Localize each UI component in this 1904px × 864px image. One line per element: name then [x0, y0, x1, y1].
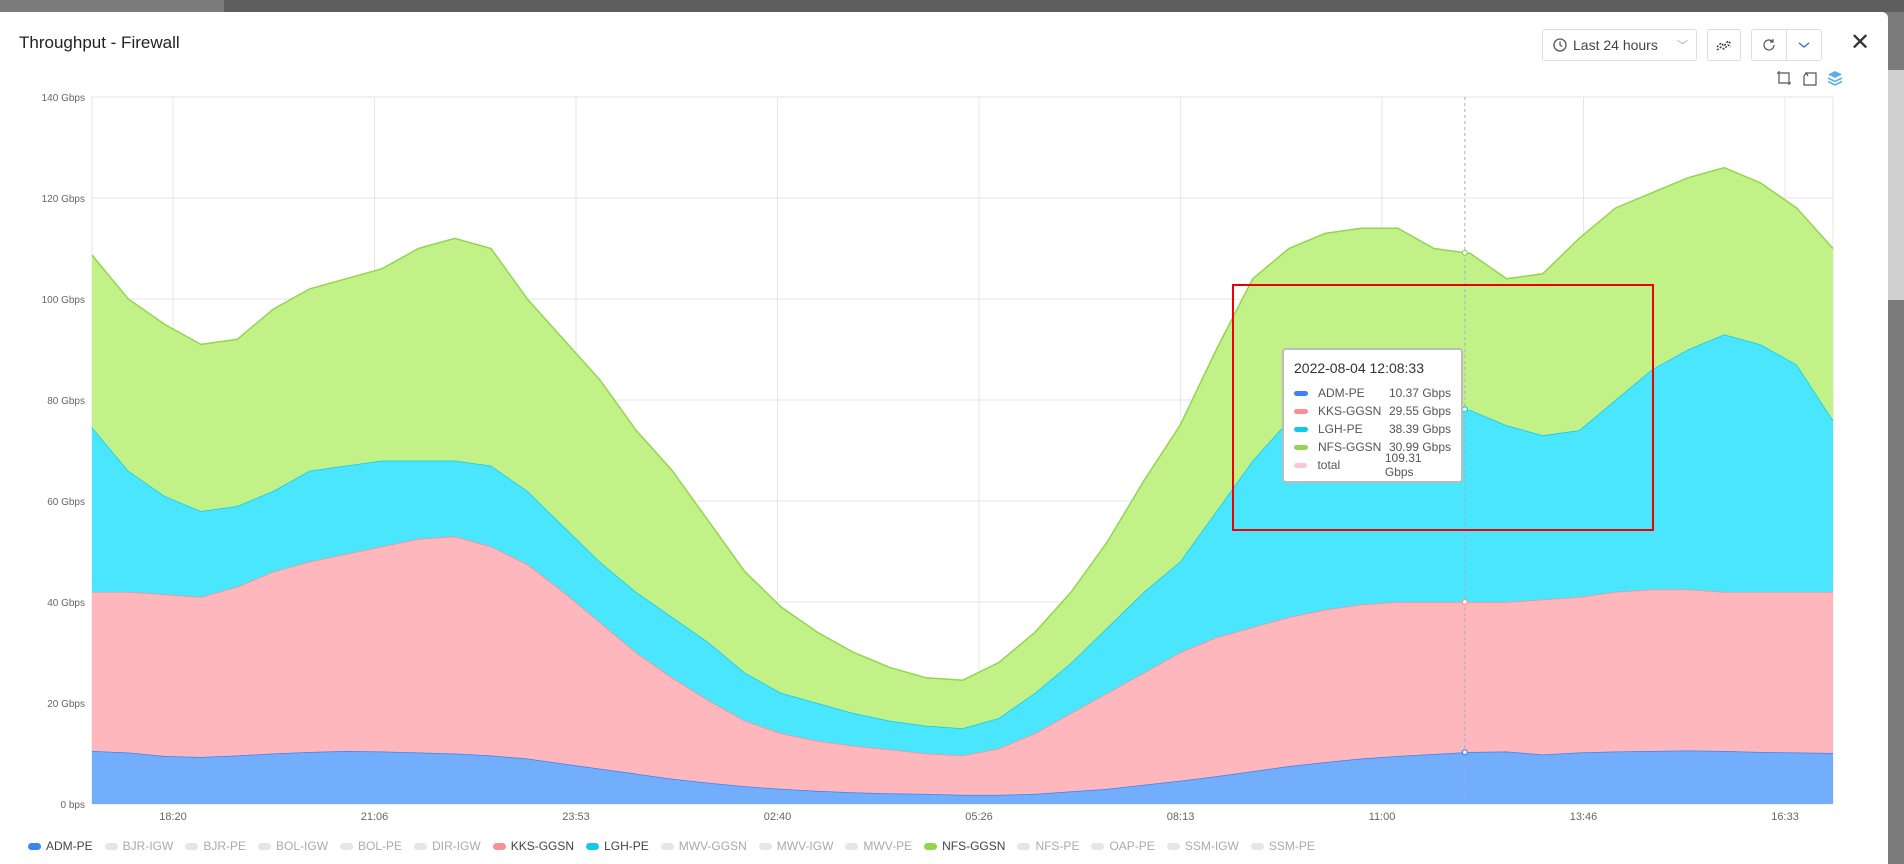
legend-swatch	[340, 842, 354, 850]
legend-label: ADM-PE	[46, 839, 93, 853]
legend-swatch	[758, 842, 772, 850]
legend-label: SSM-IGW	[1184, 839, 1239, 853]
modal-title: Throughput - Firewall	[19, 33, 180, 52]
legend-item[interactable]: KKS-GGSN	[492, 839, 575, 853]
legend-swatch	[586, 842, 600, 850]
tooltip-series-name: NFS-GGSN	[1318, 440, 1382, 454]
time-range-select[interactable]: Last 24 hours ﹀	[1542, 29, 1697, 61]
legend-label: BJR-PE	[203, 839, 247, 853]
tooltip-series-name: LGH-PE	[1318, 422, 1363, 436]
refresh-button[interactable]	[1751, 29, 1787, 61]
legend-label: MWV-PE	[863, 839, 913, 853]
legend-item[interactable]: NFS-GGSN	[924, 839, 1005, 853]
chart-type-button[interactable]	[1707, 29, 1741, 61]
legend-item[interactable]: NFS-PE	[1017, 839, 1079, 853]
legend-swatch	[660, 842, 674, 850]
zoom-reset-icon[interactable]	[1802, 70, 1818, 86]
legend-swatch	[414, 842, 428, 850]
legend-item[interactable]: MWV-PE	[845, 839, 912, 853]
tooltip-series-value: 10.37 Gbps	[1388, 386, 1451, 400]
tooltip-timestamp: 2022-08-04 12:08:33	[1294, 360, 1424, 376]
legend-item[interactable]: BOL-IGW	[258, 839, 328, 853]
tooltip-series-name: total	[1317, 458, 1341, 472]
series-swatch	[1294, 444, 1308, 450]
clock-icon	[1553, 38, 1567, 52]
legend-item[interactable]: MWV-GGSN	[660, 839, 747, 853]
legend-label: NFS-GGSN	[942, 839, 1006, 853]
tooltip-row: ADM-PE 10.37 Gbps	[1294, 384, 1451, 402]
legend-swatch	[1017, 842, 1031, 850]
tooltip-series-name: ADM-PE	[1318, 386, 1365, 400]
legend-swatch	[1250, 842, 1264, 850]
chart-legend: ADM-PE BJR-IGW BJR-PE BOL-IGW BOL-PE DIR-IGW K…	[28, 839, 1315, 853]
refresh-icon	[1763, 39, 1775, 51]
backdrop	[224, 0, 1904, 12]
legend-item[interactable]: SSM-IGW	[1166, 839, 1239, 853]
legend-item[interactable]: BJR-PE	[185, 839, 246, 853]
tooltip-row: total 109.31 Gbps	[1294, 451, 1451, 479]
legend-item[interactable]: MWV-IGW	[758, 839, 834, 853]
tooltip-series-value: 30.99 Gbps	[1388, 440, 1451, 454]
stack-icon[interactable]	[1827, 70, 1843, 86]
series-swatch	[1294, 390, 1308, 396]
chart-tooltip: 2022-08-04 12:08:33 ADM-PE 10.37 Gbps KKS-…	[1282, 348, 1463, 483]
legend-item[interactable]: ADM-PE	[28, 839, 93, 853]
legend-label: MWV-IGW	[776, 839, 834, 853]
tooltip-series-value: 109.31 Gbps	[1384, 451, 1422, 479]
tooltip-row: KKS-GGSN 29.55 Gbps	[1294, 402, 1451, 420]
legend-label: NFS-PE	[1035, 839, 1080, 853]
tooltip-series-name: KKS-GGSN	[1318, 404, 1382, 418]
series-swatch	[1294, 408, 1308, 414]
backdrop-strip	[1888, 70, 1904, 300]
legend-swatch	[185, 842, 199, 850]
legend-item[interactable]: DIR-IGW	[414, 839, 481, 853]
legend-swatch	[492, 842, 506, 850]
legend-swatch	[1091, 842, 1105, 850]
legend-item[interactable]: OAP-PE	[1091, 839, 1155, 853]
chevron-down-icon	[1798, 42, 1810, 48]
legend-label: MWV-GGSN	[678, 839, 747, 853]
tooltip-row: NFS-GGSN 30.99 Gbps	[1294, 438, 1451, 456]
chevron-down-icon: ﹀	[1677, 40, 1688, 52]
chart-type-icon	[1716, 39, 1732, 51]
legend-item[interactable]: BJR-IGW	[104, 839, 174, 853]
legend-label: SSM-PE	[1268, 839, 1315, 853]
legend-label: BOL-PE	[358, 839, 403, 853]
close-button[interactable]: ✕	[1850, 29, 1871, 56]
legend-swatch	[258, 842, 272, 850]
legend-label: LGH-PE	[604, 839, 649, 853]
legend-label: DIR-IGW	[432, 839, 481, 853]
legend-item[interactable]: SSM-PE	[1250, 839, 1315, 853]
series-swatch	[1294, 426, 1308, 432]
legend-label: OAP-PE	[1109, 839, 1155, 853]
legend-item[interactable]: LGH-PE	[586, 839, 649, 853]
time-range-label: Last 24 hours	[1573, 37, 1658, 53]
zoom-select-icon[interactable]	[1776, 70, 1792, 86]
legend-item[interactable]: BOL-PE	[340, 839, 402, 853]
series-swatch	[1294, 462, 1308, 468]
legend-swatch	[845, 842, 859, 850]
legend-swatch	[1166, 842, 1180, 850]
tooltip-row: LGH-PE 38.39 Gbps	[1294, 420, 1451, 438]
legend-label: BOL-IGW	[276, 839, 329, 853]
legend-label: BJR-IGW	[122, 839, 174, 853]
legend-swatch	[28, 842, 41, 850]
legend-swatch	[104, 842, 118, 850]
tooltip-series-value: 38.39 Gbps	[1388, 422, 1451, 436]
highlight-box	[1232, 284, 1654, 531]
legend-swatch	[924, 842, 938, 850]
tooltip-series-value: 29.55 Gbps	[1388, 404, 1451, 418]
refresh-options-dropdown[interactable]	[1786, 29, 1822, 61]
legend-label: KKS-GGSN	[510, 839, 575, 853]
